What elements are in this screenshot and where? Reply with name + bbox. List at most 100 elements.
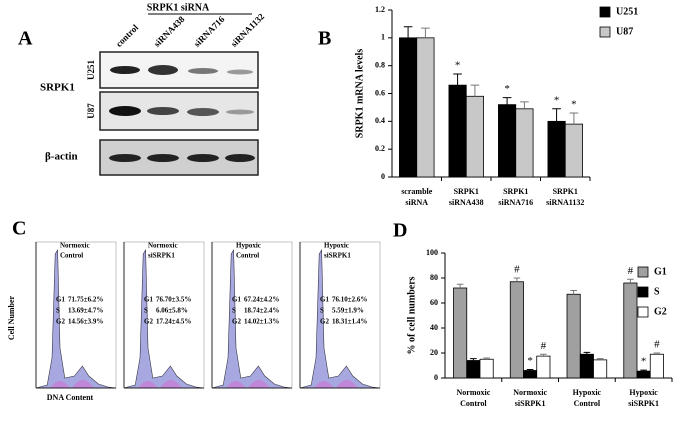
phase-label: S xyxy=(144,307,148,315)
x-tick-label-line: siSRPK1 xyxy=(628,399,659,408)
y-tick-label: 0.8 xyxy=(375,60,385,69)
significance-marker: # xyxy=(514,264,520,276)
bar xyxy=(593,359,608,379)
legend-label: S xyxy=(654,286,660,297)
significance-marker: # xyxy=(541,340,547,352)
phase-label: S xyxy=(320,307,324,315)
x-tick-label-line: siRNA xyxy=(405,198,428,207)
significance-marker: * xyxy=(455,60,461,72)
x-tick-label-line: Hypoxic xyxy=(629,388,658,397)
x-tick-label-line: Normoxic xyxy=(513,388,547,397)
y-tick-label: 1 xyxy=(381,33,385,42)
phase-value: 6.06±5.8% xyxy=(156,307,188,315)
y-axis-label: SRPK1 mRNA levels xyxy=(354,49,365,139)
error-bar xyxy=(627,278,634,283)
bar xyxy=(479,358,494,379)
y-tick-label: 60 xyxy=(430,298,438,307)
legend-swatch xyxy=(637,266,649,278)
phase-value: 67.24±4.2% xyxy=(244,296,279,304)
error-bar xyxy=(483,357,490,360)
legend-swatch xyxy=(599,26,611,38)
plot-frame xyxy=(299,241,381,389)
cell-line-label: U87 xyxy=(86,103,96,119)
phase-label: G2 xyxy=(320,318,329,326)
band xyxy=(109,106,141,116)
legend-label: G1 xyxy=(654,266,667,277)
group-label: SRPK1 siRNA xyxy=(147,2,210,13)
error-bar xyxy=(569,112,579,125)
plot-title: Normoxic xyxy=(148,242,178,250)
y-tick-label: 0.4 xyxy=(375,116,385,125)
phase-label: S xyxy=(56,307,60,315)
error-bar xyxy=(540,353,547,357)
phase-value: 76.10±2.6% xyxy=(332,296,367,304)
plot-frame xyxy=(211,241,293,389)
error-bar xyxy=(640,369,647,372)
phase-label: G2 xyxy=(144,318,153,326)
y-tick-label: 80 xyxy=(430,273,438,282)
band xyxy=(147,107,179,115)
error-bar xyxy=(513,277,521,282)
panel-label: B xyxy=(318,28,331,50)
x-tick-label-line: siRNA1132 xyxy=(546,198,584,207)
band xyxy=(110,66,140,74)
significance-marker: * xyxy=(504,83,510,95)
gate xyxy=(314,380,358,388)
histogram xyxy=(299,248,381,389)
bar xyxy=(579,353,594,379)
y-axis-label: % of cell numbers xyxy=(406,276,417,354)
x-tick-label-line: Normoxic xyxy=(456,388,490,397)
significance-marker: # xyxy=(654,339,660,351)
phase-label: G2 xyxy=(232,318,241,326)
bar xyxy=(509,281,524,379)
phase-label: G1 xyxy=(56,296,65,304)
bar xyxy=(515,108,534,178)
x-tick-label: Hypoxic Control xyxy=(573,388,602,408)
band xyxy=(226,109,254,115)
y-tick-label: 20 xyxy=(430,348,438,357)
band xyxy=(147,154,179,162)
phase-value: 71.75±6.2% xyxy=(68,296,103,304)
phase-value: 13.69±4.7% xyxy=(68,307,103,315)
blots xyxy=(99,51,259,176)
phase-value: 18.74±2.4% xyxy=(244,307,279,315)
gate xyxy=(50,380,94,388)
gate xyxy=(226,380,270,388)
plot-title: Hypoxic xyxy=(236,242,261,250)
x-tick-label-line: siSRPK1 xyxy=(515,399,546,408)
error-bar xyxy=(456,283,464,288)
x-tick-label: Normoxic Control xyxy=(456,388,490,408)
x-tick-label-line: scramble xyxy=(401,187,433,196)
legend-swatch xyxy=(637,306,649,318)
error-bar xyxy=(470,358,477,361)
x-tick-label-line: Control xyxy=(460,399,487,408)
histogram xyxy=(123,248,205,389)
phase-label: G1 xyxy=(144,296,153,304)
bar xyxy=(536,355,551,379)
phase-label: G1 xyxy=(320,296,329,304)
x-tick-label-line: SRPK1 xyxy=(454,187,479,196)
band xyxy=(188,68,218,74)
legend-label: U87 xyxy=(616,26,633,37)
bar xyxy=(466,360,481,379)
axis-label: DNA Content xyxy=(47,393,94,402)
band xyxy=(225,154,255,162)
loading-label: β-actin xyxy=(45,151,78,163)
x-tick-label-line: siRNA716 xyxy=(498,198,533,207)
x-tick-label-line: siRNA438 xyxy=(449,198,484,207)
band xyxy=(148,65,178,75)
error-bar xyxy=(421,27,430,38)
legend-label: U251 xyxy=(616,6,638,17)
bar xyxy=(498,104,517,178)
bar xyxy=(448,84,467,178)
plot-title: Control xyxy=(60,252,83,260)
y-tick-label: 100 xyxy=(426,248,438,257)
plot-title: Hypoxic xyxy=(324,242,349,250)
error-bar xyxy=(403,26,413,38)
significance-marker: * xyxy=(554,94,560,106)
histogram xyxy=(35,248,117,389)
histogram xyxy=(211,248,293,389)
error-bar xyxy=(552,108,561,122)
significance-marker: # xyxy=(628,265,634,277)
